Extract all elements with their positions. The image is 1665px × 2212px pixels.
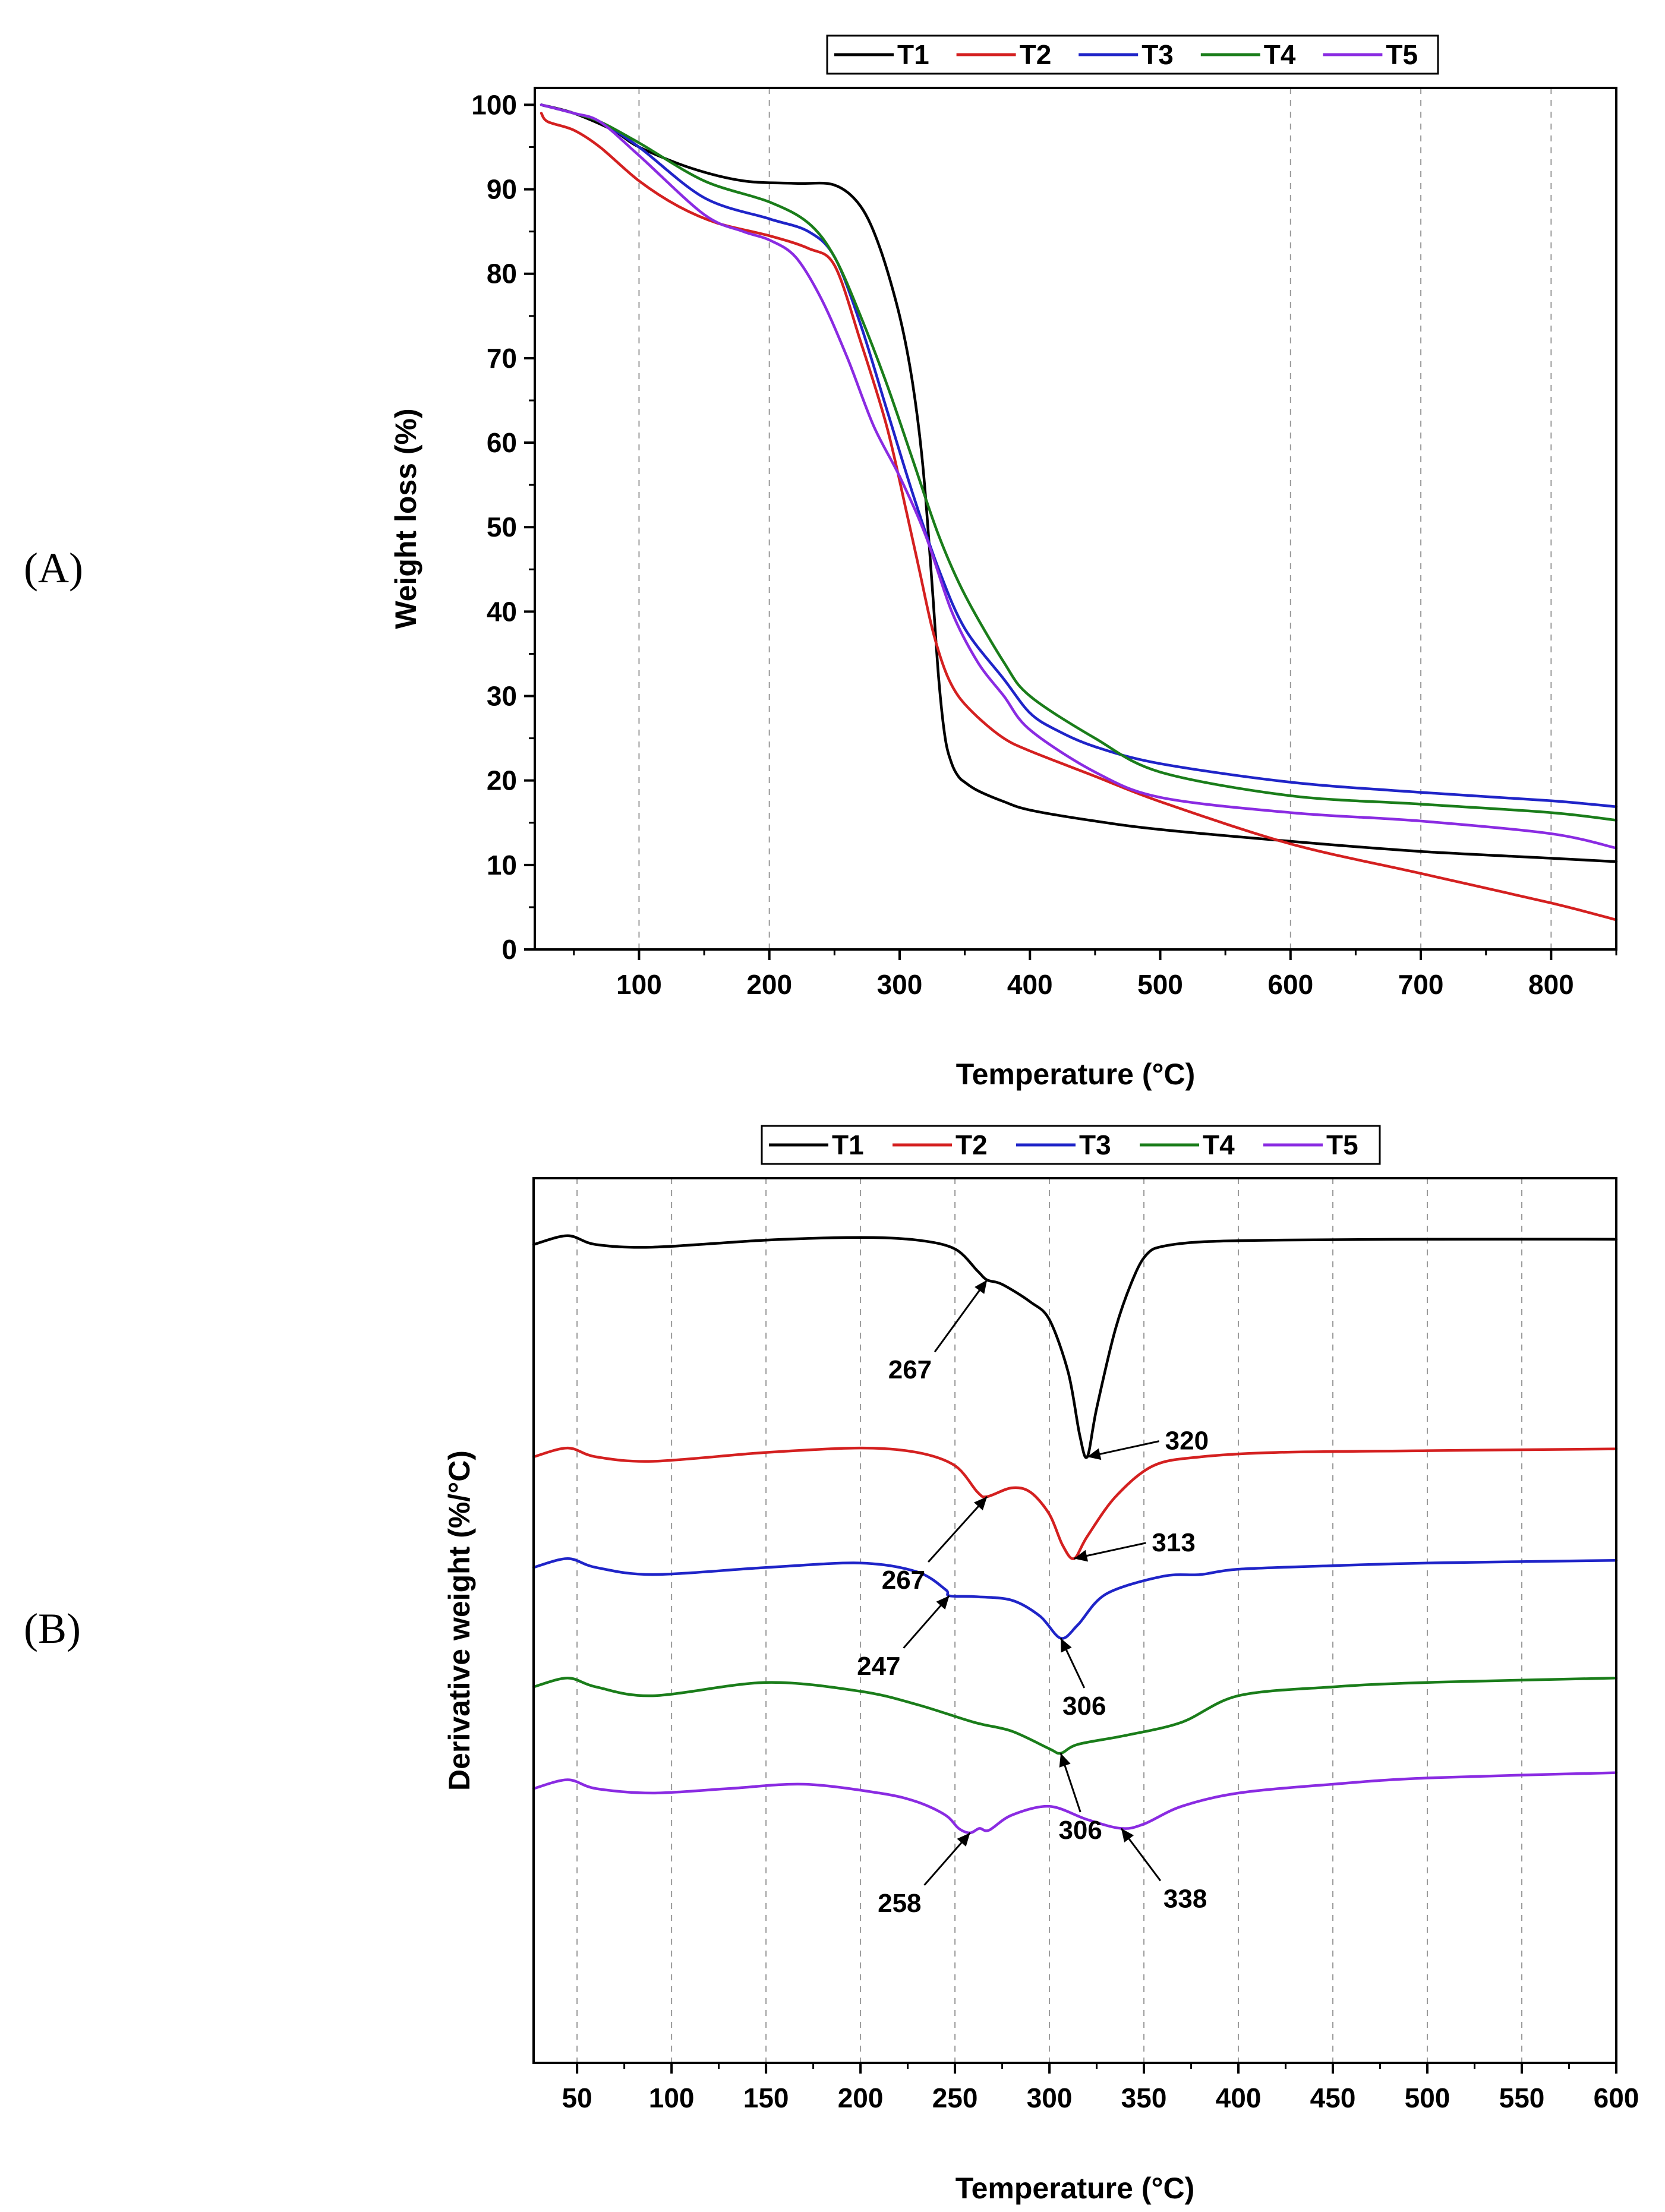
panel-label: (B) <box>24 1605 81 1652</box>
annotation-arrow-head <box>1061 1638 1072 1653</box>
x-axis-title: Temperature (°C) <box>956 1058 1195 1091</box>
annotation: 338 <box>1120 1828 1207 1913</box>
legend-label-T3: T3 <box>1079 1129 1111 1160</box>
x-tick-label: 50 <box>562 2082 592 2113</box>
annotation-arrow-head <box>1074 1550 1089 1562</box>
annotation-label: 267 <box>882 1566 925 1595</box>
x-tick-label: 500 <box>1405 2082 1450 2113</box>
series-line-T5 <box>532 1771 1618 1835</box>
y-tick-label: 40 <box>487 596 517 627</box>
y-tick-label: 70 <box>487 343 517 374</box>
annotation-label: 306 <box>1062 1692 1106 1721</box>
y-tick-label: 100 <box>471 89 517 120</box>
legend-label-T4: T4 <box>1264 39 1296 70</box>
annotation: 306 <box>1058 1753 1102 1845</box>
legend-label-T3: T3 <box>1141 39 1174 70</box>
y-axis-title: Derivative weight (%/°C) <box>443 1450 476 1791</box>
x-tick-label: 200 <box>746 969 792 1000</box>
y-tick-label: 10 <box>487 850 517 881</box>
annotation: 267 <box>888 1279 988 1384</box>
annotation-arrow-head <box>957 1832 970 1847</box>
annotation-arrow-head <box>1059 1753 1071 1768</box>
plot-frame <box>532 1177 1617 2064</box>
annotation: 313 <box>1074 1528 1196 1562</box>
legend-label-T5: T5 <box>1326 1129 1358 1160</box>
annotation-label: 320 <box>1165 1427 1209 1456</box>
series-line-T5 <box>540 103 1618 850</box>
y-tick-label: 80 <box>487 258 517 289</box>
annotation: 267 <box>882 1496 988 1595</box>
y-tick-label: 90 <box>487 174 517 205</box>
annotation: 306 <box>1059 1637 1106 1721</box>
series-line-T3 <box>540 103 1618 809</box>
annotation-label: 338 <box>1163 1884 1207 1913</box>
x-tick-label: 300 <box>877 969 923 1000</box>
annotation-arrow-head <box>975 1280 988 1294</box>
legend-label-T1: T1 <box>832 1129 864 1160</box>
y-tick-label: 60 <box>487 427 517 458</box>
annotation-arrow-head <box>973 1497 988 1511</box>
x-tick-label: 800 <box>1528 969 1574 1000</box>
y-tick-label: 20 <box>487 765 517 796</box>
annotation: 258 <box>878 1832 971 1918</box>
x-axis-title: Temperature (°C) <box>956 2172 1194 2205</box>
x-tick-label: 300 <box>1027 2082 1073 2113</box>
series-line-T3 <box>532 1557 1618 1640</box>
x-tick-label: 600 <box>1594 2082 1639 2113</box>
annotation-label: 258 <box>878 1889 921 1918</box>
y-tick-label: 50 <box>487 512 517 542</box>
annotation: 320 <box>1087 1427 1209 1460</box>
annotation-label: 247 <box>857 1652 900 1681</box>
legend: T1 T2 T3 T4 T5 <box>826 34 1439 75</box>
annotation: 247 <box>857 1595 950 1681</box>
x-tick-label: 200 <box>838 2082 884 2113</box>
x-tick-label: 400 <box>1007 969 1053 1000</box>
annotation-label: 306 <box>1058 1816 1102 1845</box>
y-tick-label: 0 <box>502 934 517 965</box>
x-tick-label: 550 <box>1499 2082 1545 2113</box>
plot-frame <box>534 87 1617 951</box>
x-tick-label: 250 <box>932 2082 978 2113</box>
series-line-T2 <box>532 1446 1618 1560</box>
x-tick-label: 350 <box>1121 2082 1167 2113</box>
x-tick-label: 500 <box>1137 969 1183 1000</box>
annotation-label: 313 <box>1152 1528 1195 1557</box>
legend-label-T4: T4 <box>1203 1129 1235 1160</box>
x-tick-label: 450 <box>1310 2082 1356 2113</box>
x-tick-label: 700 <box>1398 969 1444 1000</box>
legend-label-T2: T2 <box>956 1129 988 1160</box>
y-tick-label: 30 <box>487 681 517 712</box>
legend-label-T2: T2 <box>1020 39 1052 70</box>
chart-panel-A: (A) 100 200 300 400 500 600 700 800 0 10 20 30 40 50 60… <box>24 34 1618 1091</box>
x-tick-label: 100 <box>649 2082 695 2113</box>
series-line-T4 <box>540 103 1618 822</box>
annotation-arrow-line <box>934 1279 988 1353</box>
chart-panel-B: (B) 50 100 150 200 250 300 350 400 450 500 550 600 Te… <box>24 1125 1639 2205</box>
x-tick-label: 100 <box>616 969 662 1000</box>
legend: T1 T2 T3 T4 T5 <box>761 1125 1381 1165</box>
series-line-T2 <box>540 112 1618 922</box>
x-tick-label: 150 <box>743 2082 789 2113</box>
panel-label: (A) <box>24 544 83 592</box>
legend-label-T5: T5 <box>1386 39 1418 70</box>
y-axis-title: Weight loss (%) <box>389 408 422 629</box>
series-line-T1 <box>540 103 1618 863</box>
series-line-T4 <box>532 1677 1618 1755</box>
legend-label-T1: T1 <box>897 39 929 70</box>
x-tick-label: 600 <box>1267 969 1313 1000</box>
series-line-T1 <box>532 1234 1618 1459</box>
annotation-arrow-line <box>928 1496 988 1563</box>
annotation-arrow-head <box>936 1595 950 1610</box>
annotation-label: 267 <box>888 1355 932 1384</box>
annotation-arrow-head <box>1121 1828 1134 1843</box>
x-tick-label: 400 <box>1216 2082 1262 2113</box>
annotation-arrow-head <box>1087 1448 1102 1460</box>
